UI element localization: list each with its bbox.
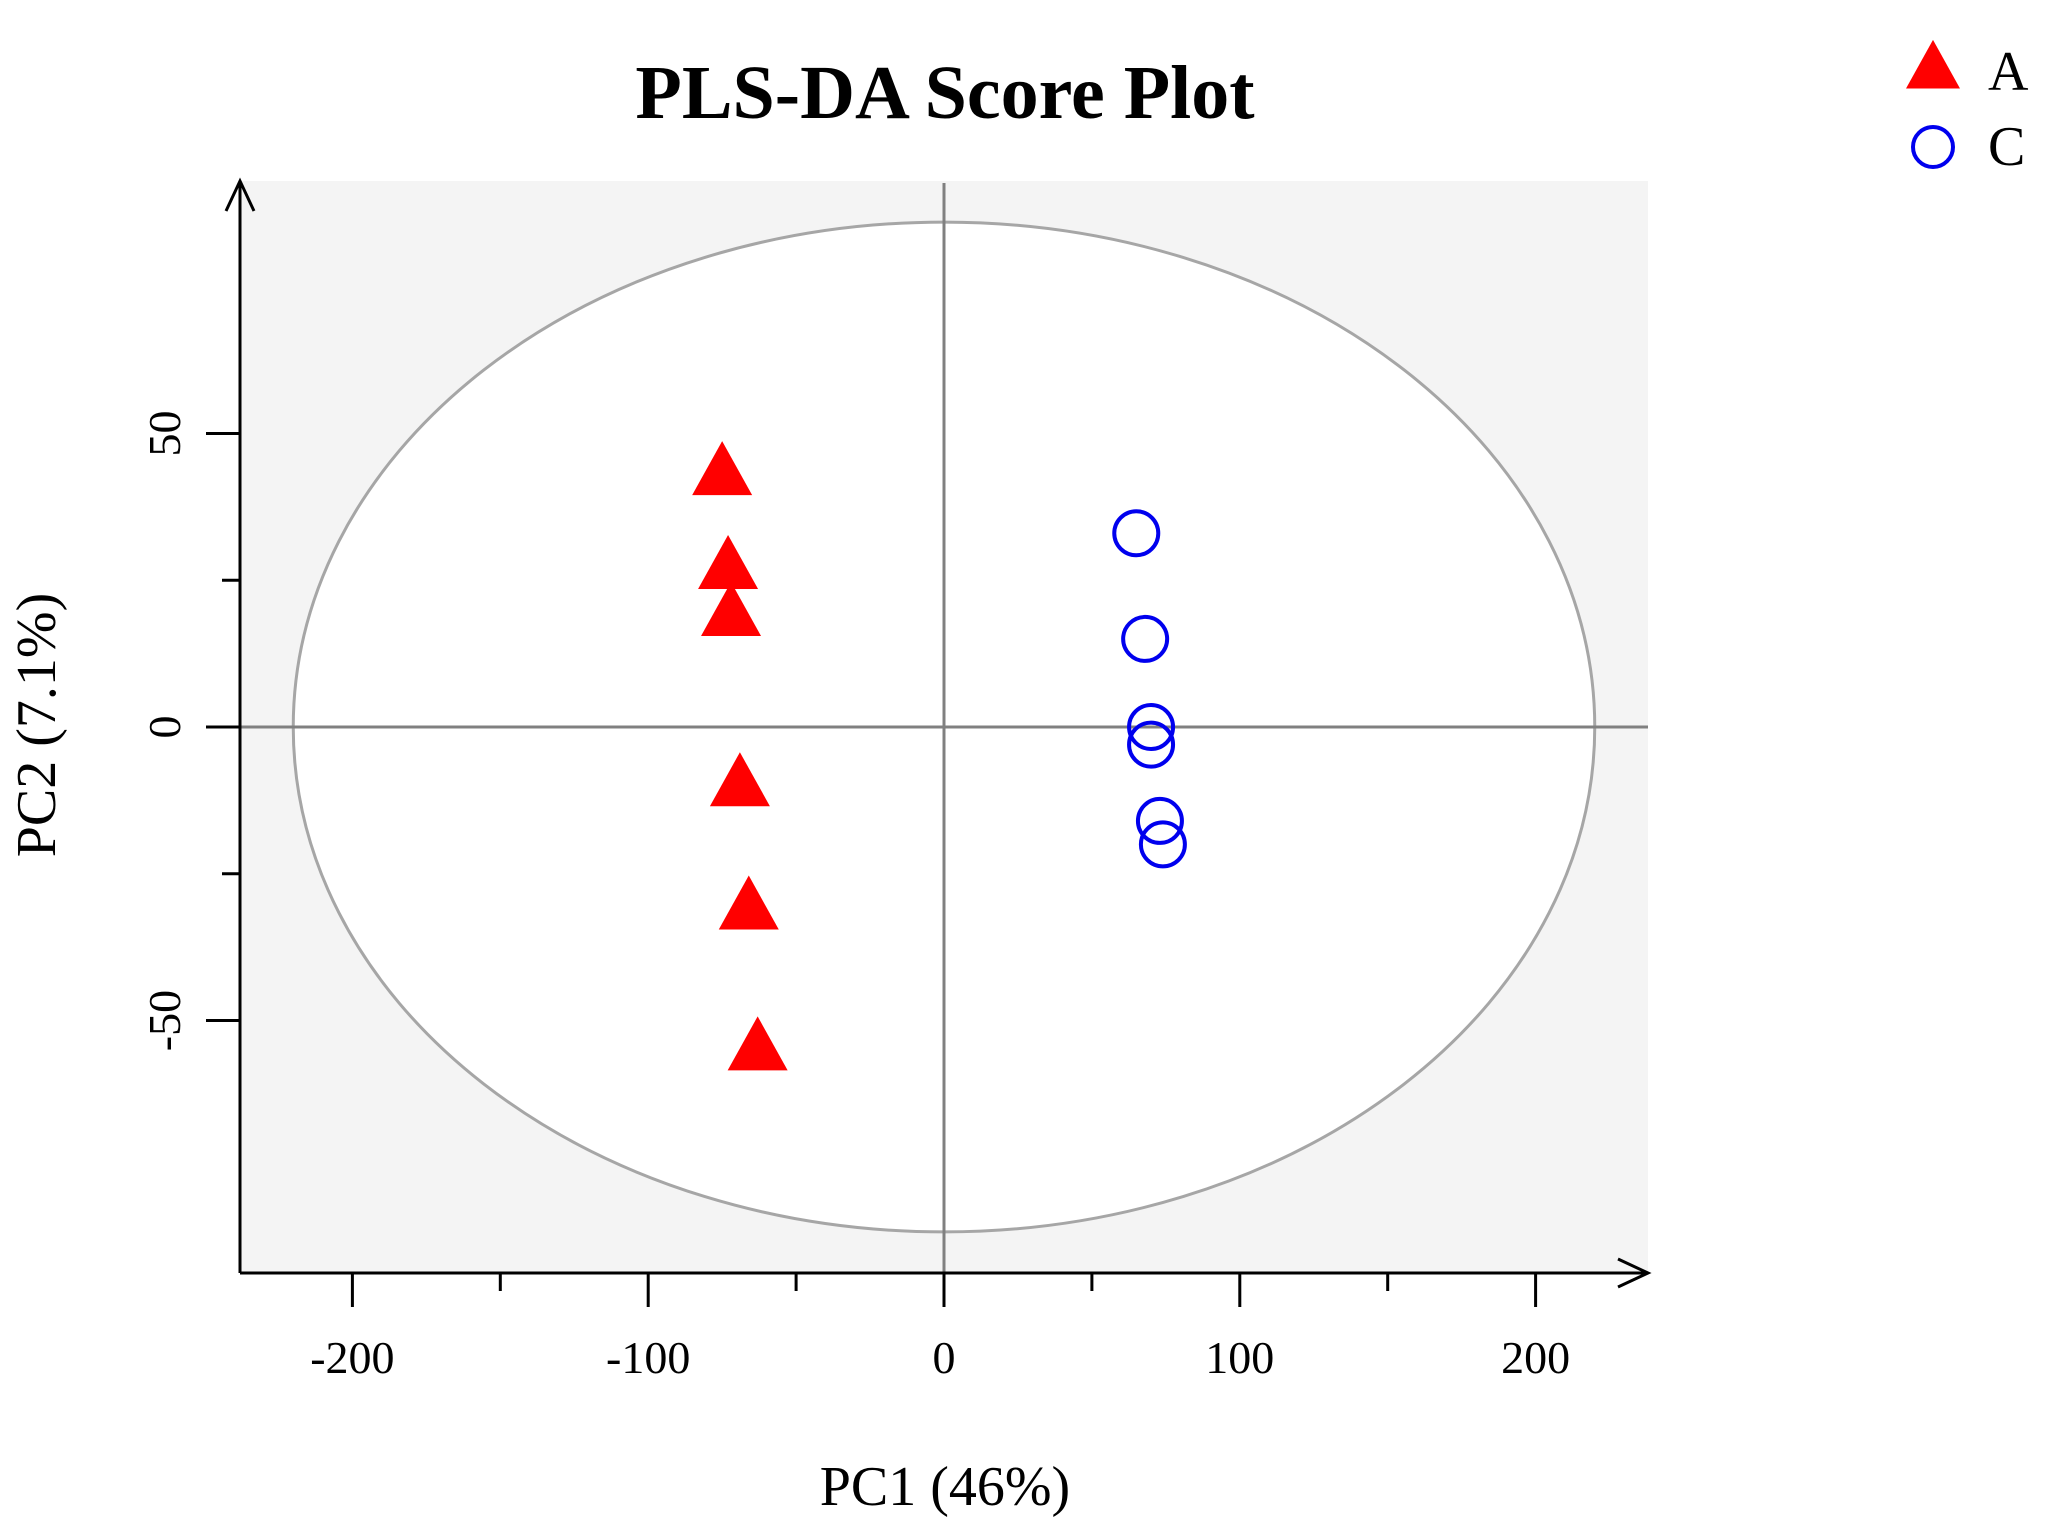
x-tick-label: 100 [1205,1332,1274,1383]
x-tick-label: -100 [606,1332,690,1383]
ticks: -200 -100 0 100 200 -50 0 50 [139,410,1570,1383]
point-series-C [1135,796,1184,845]
point-series-A [701,581,762,636]
y-axis-arrow [224,177,256,212]
point-series-C [1138,820,1187,869]
point-series-A [709,752,770,807]
chart-title: PLS-DA Score Plot [635,51,1254,135]
legend-label-A: A [1988,41,2029,103]
legend-label-C: C [1988,116,2025,178]
legend-marker-C [1911,125,1955,169]
legend: AC [1906,39,2029,178]
x-axis-arrow [1617,1257,1652,1289]
x-tick-label: 200 [1501,1332,1570,1383]
x-tick-label: 0 [933,1332,956,1383]
legend-marker-A [1906,39,1960,89]
data-points [692,441,1187,1071]
y-axis-label: PC2 (7.1%) [6,593,68,857]
x-axis-label: PC1 (46%) [820,1456,1070,1518]
point-series-C [1121,614,1170,663]
point-series-C [1112,509,1161,558]
y-tick-label: -50 [139,990,190,1051]
y-tick-label: 0 [139,716,190,739]
point-series-C [1127,720,1176,769]
y-tick-label: 50 [139,410,190,456]
point-series-A [698,535,759,590]
point-series-A [727,1016,788,1071]
point-series-C [1127,703,1176,751]
point-series-A [718,875,779,930]
point-series-A [692,441,753,496]
x-tick-label: -200 [310,1332,394,1383]
